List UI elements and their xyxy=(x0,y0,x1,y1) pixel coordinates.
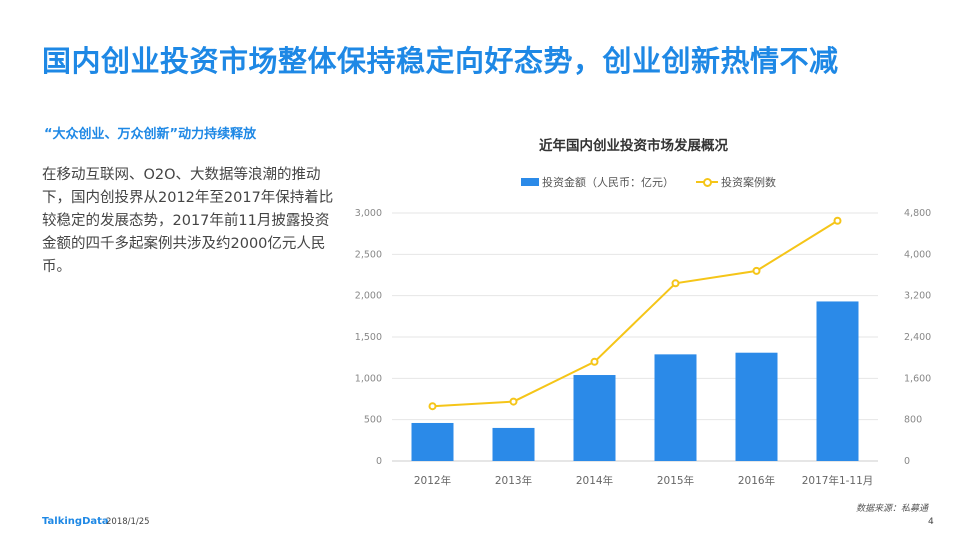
y-left-tick-label: 1,000 xyxy=(355,373,382,384)
bar xyxy=(492,427,535,461)
brand-logo: TalkingData xyxy=(42,516,109,527)
chart-legend: 投资金额（人民币：亿元） 投资案例数 xyxy=(521,174,776,190)
data-source-note: 数据来源：私募通 xyxy=(856,504,929,514)
y-right-tick-label: 3,200 xyxy=(904,291,931,302)
series-line xyxy=(432,219,839,408)
y-left-tick-label: 3,000 xyxy=(355,208,382,219)
y-right-tick-label: 1,600 xyxy=(904,373,931,384)
bar xyxy=(411,422,454,461)
body-paragraph: 在移动互联网、O2O、大数据等浪潮的推动下，国内创投界从2012年至2017年保… xyxy=(42,167,334,275)
y-right-tick-label: 4,800 xyxy=(904,208,931,219)
line-point xyxy=(752,266,761,275)
section-subtitle: “大众创业、万众创新”动力持续释放 xyxy=(44,127,257,142)
y-right-tick-label: 800 xyxy=(904,415,922,426)
line-point xyxy=(509,397,518,406)
x-tick-label: 2013年 xyxy=(495,474,532,487)
y-right-tick-label: 4,000 xyxy=(904,249,931,260)
line-point xyxy=(833,216,842,225)
y-left-tick-label: 2,000 xyxy=(355,291,382,302)
bar xyxy=(735,352,778,461)
x-tick-label: 2017年1-11月 xyxy=(802,474,874,487)
y-right-tick-label: 2,400 xyxy=(904,332,931,343)
line-point xyxy=(671,279,680,288)
page-number: 4 xyxy=(928,517,934,527)
page-title: 国内创业投资市场整体保持稳定向好态势，创业创新热情不减 xyxy=(42,44,839,78)
y-left-tick-label: 0 xyxy=(376,456,382,467)
chart-title: 近年国内创业投资市场发展概况 xyxy=(539,138,728,154)
legend-bar-swatch xyxy=(521,178,539,186)
y-right-tick-label: 0 xyxy=(904,456,910,467)
footer-date: 2018/1/25 xyxy=(106,517,150,527)
y-left-tick-label: 2,500 xyxy=(355,249,382,260)
y-left-tick-label: 1,500 xyxy=(355,332,382,343)
x-tick-label: 2015年 xyxy=(657,474,694,487)
legend-label-cases: 投资案例数 xyxy=(721,176,776,189)
y-left-tick-label: 500 xyxy=(364,415,382,426)
x-tick-label: 2012年 xyxy=(414,474,451,487)
legend-label-amount: 投资金额（人民币：亿元） xyxy=(542,176,674,189)
x-tick-label: 2016年 xyxy=(738,474,775,487)
x-tick-label: 2014年 xyxy=(576,474,613,487)
line-point xyxy=(428,402,437,411)
bar xyxy=(654,354,697,461)
bar xyxy=(573,375,616,461)
legend-line-swatch xyxy=(696,177,718,187)
line-point xyxy=(590,357,599,366)
bar xyxy=(816,301,859,461)
